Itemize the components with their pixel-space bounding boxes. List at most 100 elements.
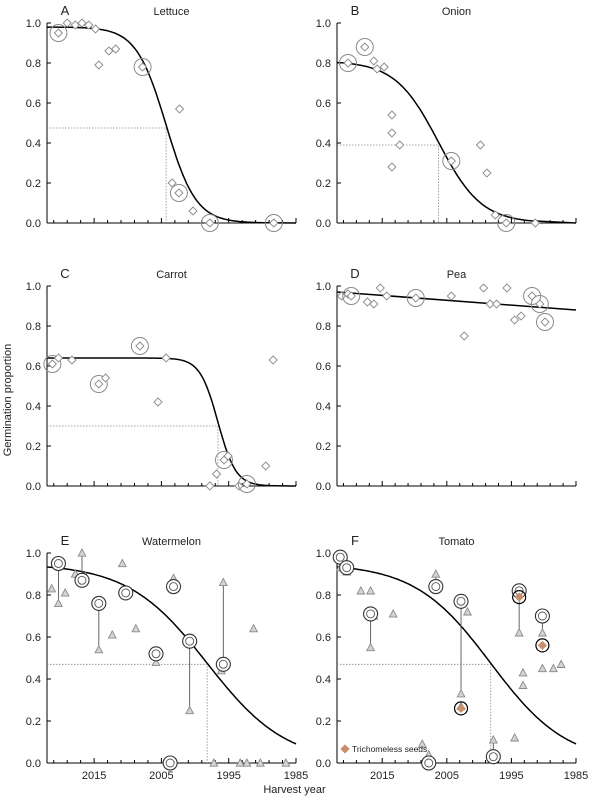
panel-letter: C (60, 266, 69, 281)
data-point-diamond (135, 341, 145, 351)
x-tick-label: 2015 (370, 770, 394, 782)
y-tick-label: 0.2 (316, 178, 331, 190)
data-point-diamond (174, 188, 184, 198)
data-point-triangle (518, 680, 528, 689)
data-point-triangle (417, 739, 427, 748)
trichomeless-ring (535, 638, 550, 653)
circled-point-ring (214, 451, 233, 469)
circled-point-ring (406, 289, 425, 307)
data-point-diamond (527, 291, 537, 301)
panel-letter: D (350, 266, 359, 281)
panel-a: 0.0 0.2 0.4 0.6 0.8 1.0 A Lettuce (26, 3, 297, 232)
data-point-diamond (94, 60, 104, 70)
data-point-triangle (60, 587, 70, 597)
data-point-diamond (211, 469, 222, 479)
circled-point-ring (355, 38, 374, 56)
x-tick-label: 1995 (216, 770, 240, 782)
data-point-diamond (100, 373, 111, 383)
data-point-diamond (188, 206, 198, 216)
data-point-diamond (516, 311, 526, 321)
paired-point-triangle (431, 569, 441, 578)
data-point-diamond (482, 168, 492, 178)
data-point-diamond (411, 293, 421, 303)
paired-point-inner (77, 575, 87, 585)
data-point-triangle (548, 663, 558, 673)
data-point-diamond (269, 218, 279, 228)
data-point-triangle (518, 667, 528, 677)
y-tick-label: 0.4 (26, 674, 41, 686)
y-tick-label: 1.0 (316, 18, 331, 30)
data-point-diamond (387, 110, 397, 120)
y-tick-label: 0.2 (26, 178, 41, 190)
data-point-diamond (346, 291, 356, 301)
x-tick-label: 1985 (564, 770, 588, 782)
y-tick-label: 0.2 (316, 716, 331, 728)
y-tick-label: 0.8 (26, 58, 41, 70)
paired-point-inner (53, 559, 63, 568)
paired-point-triangle (53, 598, 63, 608)
paired-point-triangle (537, 627, 547, 637)
data-point-diamond (535, 299, 545, 309)
paired-point-inner (165, 758, 175, 768)
panel-title: Watermelon (142, 536, 201, 548)
trichomeless-ring (512, 589, 527, 605)
trichomeless-point (514, 592, 524, 602)
half-germination-guide (47, 663, 208, 763)
data-point-triangle (356, 585, 366, 595)
paired-point-inner (431, 582, 441, 592)
data-point-diamond (369, 299, 379, 309)
y-tick-label: 0.6 (26, 361, 41, 373)
data-point-triangle (388, 608, 398, 618)
data-point-triangle (255, 758, 265, 767)
y-tick-label: 0.4 (26, 138, 41, 150)
data-point-diamond (382, 291, 392, 301)
y-tick-label: 1.0 (316, 548, 331, 560)
paired-point-triangle (151, 657, 161, 666)
data-point-diamond (375, 283, 385, 293)
legend-trichomeless-label: Trichomeless seeds (352, 744, 427, 754)
legend-trichomeless: Trichomeless seeds (340, 744, 427, 754)
data-point-diamond (395, 140, 405, 150)
data-point-diamond (540, 317, 550, 327)
data-point-diamond (261, 461, 271, 471)
data-point-diamond (111, 44, 121, 54)
data-point-diamond (343, 58, 353, 68)
data-point-diamond (387, 128, 397, 138)
fitted-curve (47, 357, 296, 487)
circled-point-ring (169, 184, 188, 202)
y-tick-label: 0.8 (26, 590, 41, 602)
fitted-curve (47, 26, 297, 224)
data-point-diamond (485, 299, 495, 309)
paired-point-inner (121, 588, 131, 598)
panel-letter: B (351, 3, 360, 18)
data-point-diamond (242, 479, 252, 489)
y-axis-title: Germination proportion (0, 0, 16, 800)
y-tick-label: 0.6 (316, 98, 331, 110)
paired-point-triangle (218, 577, 228, 587)
paired-point-inner (488, 752, 498, 762)
paired-point-triangle (77, 548, 87, 557)
y-tick-label: 0.8 (26, 321, 41, 333)
data-point-triangle (131, 623, 141, 633)
paired-point-inner (185, 636, 195, 646)
data-point-diamond (62, 18, 72, 28)
data-point-diamond (90, 24, 101, 34)
fitted-curve (336, 566, 577, 745)
data-point-diamond (475, 140, 486, 150)
data-point-diamond (67, 355, 77, 365)
data-point-diamond (53, 28, 64, 38)
y-tick-label: 0.0 (26, 758, 41, 770)
legend-trichomeless-swatch (340, 744, 350, 754)
panel-letter: A (61, 3, 70, 18)
data-point-diamond (360, 42, 370, 52)
data-point-diamond (77, 18, 87, 28)
data-point-triangle (462, 606, 473, 616)
data-point-diamond (490, 210, 500, 220)
panel-letter: E (61, 533, 70, 548)
data-point-triangle (107, 629, 117, 639)
data-point-diamond (491, 299, 502, 309)
paired-point-triangle (488, 734, 498, 744)
paired-point-inner (169, 582, 178, 592)
panel-title: Tomato (438, 536, 474, 548)
paired-point-triangle (185, 705, 195, 715)
